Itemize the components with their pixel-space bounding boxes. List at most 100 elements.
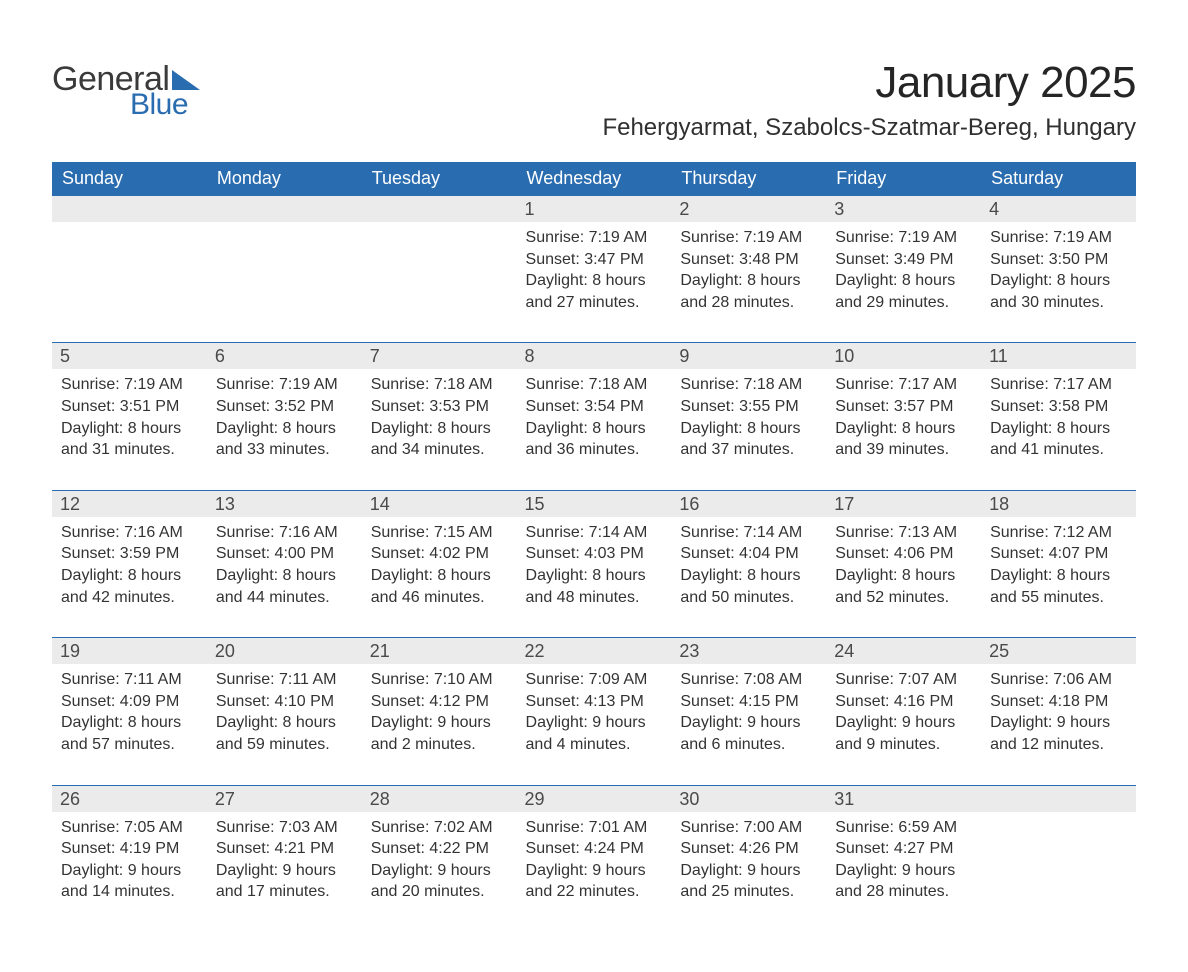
daylight1-text: Daylight: 8 hours <box>526 565 663 587</box>
daylight2-text: and 33 minutes. <box>216 439 353 461</box>
brand-logo: General Blue <box>52 62 200 120</box>
day-cell: Sunrise: 7:08 AMSunset: 4:15 PMDaylight:… <box>672 665 825 783</box>
daylight1-text: Daylight: 8 hours <box>371 565 508 587</box>
daylight2-text: and 50 minutes. <box>680 587 817 609</box>
day-cell: Sunrise: 7:07 AMSunset: 4:16 PMDaylight:… <box>827 665 980 783</box>
sunset-text: Sunset: 4:18 PM <box>990 691 1127 713</box>
month-title: January 2025 <box>602 58 1136 108</box>
sunrise-text: Sunrise: 7:16 AM <box>216 522 353 544</box>
day-number <box>52 196 207 222</box>
sunrise-text: Sunrise: 7:16 AM <box>61 522 198 544</box>
daylight1-text: Daylight: 9 hours <box>680 712 817 734</box>
sunset-text: Sunset: 4:02 PM <box>371 543 508 565</box>
day-number: 7 <box>362 343 517 369</box>
day-number: 28 <box>362 786 517 812</box>
sunset-text: Sunset: 4:21 PM <box>216 838 353 860</box>
day-header: Thursday <box>671 162 826 196</box>
sunrise-text: Sunrise: 7:13 AM <box>835 522 972 544</box>
day-number: 21 <box>362 638 517 664</box>
daylight2-text: and 30 minutes. <box>990 292 1127 314</box>
sunset-text: Sunset: 4:03 PM <box>526 543 663 565</box>
day-number: 24 <box>826 638 981 664</box>
sunrise-text: Sunrise: 7:03 AM <box>216 817 353 839</box>
day-number: 2 <box>671 196 826 222</box>
daylight1-text: Daylight: 8 hours <box>990 418 1127 440</box>
sunset-text: Sunset: 3:55 PM <box>680 396 817 418</box>
day-number: 30 <box>671 786 826 812</box>
day-cell: Sunrise: 6:59 AMSunset: 4:27 PMDaylight:… <box>827 813 980 931</box>
calendar-table: SundayMondayTuesdayWednesdayThursdayFrid… <box>52 162 1136 932</box>
daylight1-text: Daylight: 9 hours <box>371 712 508 734</box>
sunrise-text: Sunrise: 7:19 AM <box>835 227 972 249</box>
day-cell: Sunrise: 7:18 AMSunset: 3:55 PMDaylight:… <box>672 370 825 488</box>
day-cell: Sunrise: 7:19 AMSunset: 3:50 PMDaylight:… <box>982 223 1135 341</box>
day-cell: Sunrise: 7:19 AMSunset: 3:51 PMDaylight:… <box>53 370 206 488</box>
sunset-text: Sunset: 4:26 PM <box>680 838 817 860</box>
daylight2-text: and 28 minutes. <box>835 881 972 903</box>
day-number: 8 <box>517 343 672 369</box>
day-cell: Sunrise: 7:15 AMSunset: 4:02 PMDaylight:… <box>363 518 516 636</box>
sunset-text: Sunset: 3:52 PM <box>216 396 353 418</box>
day-cell: Sunrise: 7:13 AMSunset: 4:06 PMDaylight:… <box>827 518 980 636</box>
day-cell: Sunrise: 7:16 AMSunset: 4:00 PMDaylight:… <box>208 518 361 636</box>
daylight2-text: and 42 minutes. <box>61 587 198 609</box>
daylight1-text: Daylight: 8 hours <box>835 270 972 292</box>
daylight1-text: Daylight: 8 hours <box>61 418 198 440</box>
sunset-text: Sunset: 4:13 PM <box>526 691 663 713</box>
sunrise-text: Sunrise: 7:17 AM <box>835 374 972 396</box>
daylight1-text: Daylight: 9 hours <box>680 860 817 882</box>
day-cell: Sunrise: 7:16 AMSunset: 3:59 PMDaylight:… <box>53 518 206 636</box>
day-number: 23 <box>671 638 826 664</box>
daylight2-text: and 31 minutes. <box>61 439 198 461</box>
sunset-text: Sunset: 4:24 PM <box>526 838 663 860</box>
sunrise-text: Sunrise: 7:00 AM <box>680 817 817 839</box>
daylight1-text: Daylight: 8 hours <box>835 565 972 587</box>
sunrise-text: Sunrise: 7:07 AM <box>835 669 972 691</box>
sunrise-text: Sunrise: 7:11 AM <box>216 669 353 691</box>
day-header: Saturday <box>981 162 1136 196</box>
daylight1-text: Daylight: 8 hours <box>680 418 817 440</box>
day-number: 11 <box>981 343 1136 369</box>
day-cell: Sunrise: 7:05 AMSunset: 4:19 PMDaylight:… <box>53 813 206 931</box>
daylight2-text: and 36 minutes. <box>526 439 663 461</box>
day-number: 25 <box>981 638 1136 664</box>
daylight2-text: and 46 minutes. <box>371 587 508 609</box>
title-block: January 2025 Fehergyarmat, Szabolcs-Szat… <box>602 48 1136 156</box>
daylight2-text: and 52 minutes. <box>835 587 972 609</box>
daylight1-text: Daylight: 8 hours <box>526 418 663 440</box>
sunrise-text: Sunrise: 7:10 AM <box>371 669 508 691</box>
sunrise-text: Sunrise: 7:19 AM <box>61 374 198 396</box>
daylight2-text: and 57 minutes. <box>61 734 198 756</box>
daylight2-text: and 17 minutes. <box>216 881 353 903</box>
day-cell: Sunrise: 7:09 AMSunset: 4:13 PMDaylight:… <box>518 665 671 783</box>
day-number: 26 <box>52 786 207 812</box>
daylight2-text: and 37 minutes. <box>680 439 817 461</box>
day-number: 9 <box>671 343 826 369</box>
sunrise-text: Sunrise: 7:08 AM <box>680 669 817 691</box>
day-cell: Sunrise: 7:03 AMSunset: 4:21 PMDaylight:… <box>208 813 361 931</box>
daylight2-text: and 34 minutes. <box>371 439 508 461</box>
day-number: 3 <box>826 196 981 222</box>
sunrise-text: Sunrise: 7:14 AM <box>526 522 663 544</box>
day-number: 14 <box>362 491 517 517</box>
daylight1-text: Daylight: 8 hours <box>371 418 508 440</box>
daylight2-text: and 55 minutes. <box>990 587 1127 609</box>
day-cell: Sunrise: 7:10 AMSunset: 4:12 PMDaylight:… <box>363 665 516 783</box>
sunrise-text: Sunrise: 7:18 AM <box>526 374 663 396</box>
daylight1-text: Daylight: 9 hours <box>61 860 198 882</box>
daylight1-text: Daylight: 8 hours <box>835 418 972 440</box>
calendar-header: SundayMondayTuesdayWednesdayThursdayFrid… <box>52 162 1136 196</box>
daylight1-text: Daylight: 9 hours <box>835 712 972 734</box>
sunrise-text: Sunrise: 7:12 AM <box>990 522 1127 544</box>
sunset-text: Sunset: 4:19 PM <box>61 838 198 860</box>
sunrise-text: Sunrise: 7:05 AM <box>61 817 198 839</box>
sunset-text: Sunset: 3:50 PM <box>990 249 1127 271</box>
location-text: Fehergyarmat, Szabolcs-Szatmar-Bereg, Hu… <box>602 114 1136 142</box>
daylight2-text: and 44 minutes. <box>216 587 353 609</box>
sunset-text: Sunset: 3:48 PM <box>680 249 817 271</box>
daylight1-text: Daylight: 8 hours <box>216 565 353 587</box>
daylight1-text: Daylight: 8 hours <box>680 565 817 587</box>
day-header: Wednesday <box>517 162 672 196</box>
sunrise-text: Sunrise: 7:01 AM <box>526 817 663 839</box>
calendar-page: General Blue January 2025 Fehergyarmat, … <box>0 0 1188 972</box>
